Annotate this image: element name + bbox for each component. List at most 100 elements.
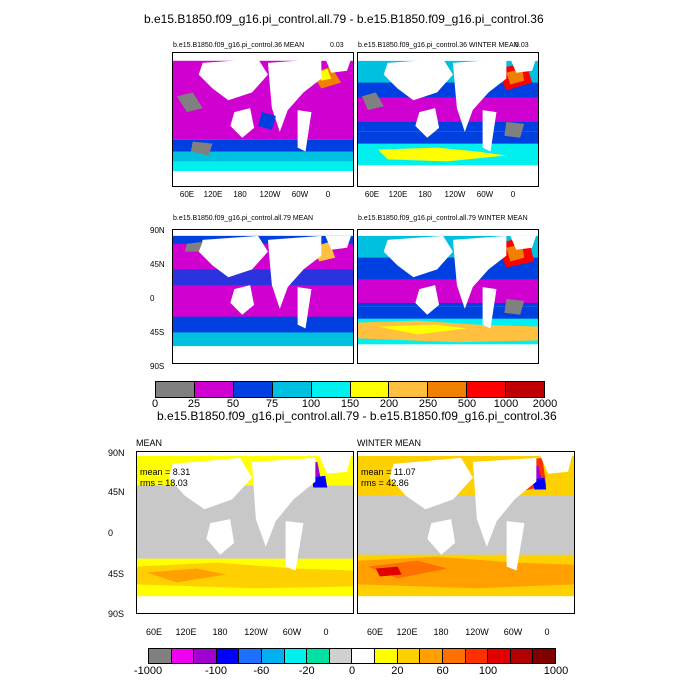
colorbar-tick-label: -100 — [204, 665, 228, 677]
colorbar-swatch — [420, 649, 443, 663]
colorbar-swatch — [465, 649, 489, 663]
colorbar-swatch — [506, 382, 545, 397]
lon-tick-label: 60E — [145, 627, 163, 637]
colorbar-tick-label: 200 — [379, 398, 399, 410]
panel1-map — [172, 52, 354, 187]
colorbar-tick-label: 20 — [391, 665, 404, 677]
lon-tick-label: 180 — [233, 190, 247, 199]
colorbar-swatch — [272, 382, 312, 397]
colorbar-swatch — [311, 382, 351, 397]
panel1-corner: 0.03 — [330, 42, 344, 49]
lon-tick-label: 0 — [325, 190, 331, 199]
lat-tick-label: 90N — [108, 448, 125, 458]
diff-title: b.e15.B1850.f09_g16.pi_control.all.79 - … — [157, 409, 557, 423]
panel2-title: b.e15.B1850.f09_g16.pi_control.36 WINTER… — [358, 42, 519, 49]
colorbar-swatch — [194, 649, 217, 663]
colorbar-tick-label: -20 — [298, 665, 315, 677]
colorbar-swatch — [156, 382, 195, 397]
colorbar-tick-label: 1000 — [543, 665, 569, 677]
panel2-corner: 0.03 — [515, 42, 529, 49]
colorbar-swatch — [216, 649, 240, 663]
colorbar-tick-label: 1000 — [493, 398, 519, 410]
panel2-map — [357, 52, 539, 187]
colorbar-swatch — [397, 649, 421, 663]
colorbar-swatch — [442, 649, 466, 663]
lon-tick-label: 60E — [179, 190, 195, 199]
lon-tick-label: 120W — [244, 627, 268, 637]
lon-tick-label: 0 — [323, 627, 329, 637]
colorbar-tick-label: 100 — [301, 398, 321, 410]
lat-tick-label: 45S — [150, 328, 165, 337]
lon-tick-label: 120W — [259, 190, 281, 199]
lon-tick-label: 60W — [282, 627, 302, 637]
lon-tick-label: 60E — [364, 190, 380, 199]
colorbar-tick-label: 50 — [226, 398, 240, 410]
colorbar-swatch — [533, 649, 555, 663]
colorbar-tick-label: -1000 — [133, 665, 163, 677]
colorbar-tick-label: 2000 — [532, 398, 558, 410]
colorbar-swatch — [389, 382, 429, 397]
colorbar-tick-label: 100 — [478, 665, 498, 677]
colorbar-tick-label: 25 — [187, 398, 201, 410]
lat-tick-label: 45S — [108, 569, 125, 579]
lon-tick-label: 120E — [175, 627, 197, 637]
diff2-map — [357, 451, 575, 614]
colorbar-swatch — [488, 649, 511, 663]
diff2-title: WINTER MEAN — [357, 438, 421, 448]
panel3-title: b.e15.B1850.f09_g16.pi_control.all.79 ME… — [173, 215, 314, 222]
lon-tick-label: 120W — [465, 627, 489, 637]
colorbar-swatch — [149, 649, 172, 663]
lon-tick-label: 180 — [212, 627, 228, 637]
colorbar-tick-label: 75 — [265, 398, 279, 410]
colorbar-swatch — [352, 649, 376, 663]
diff2-rms: rms = 42.86 — [361, 478, 409, 488]
colorbar-swatch — [284, 649, 308, 663]
colorbar-tick-label: 0 — [348, 665, 356, 677]
top-colorbar — [155, 381, 545, 398]
colorbar-swatch — [375, 649, 398, 663]
lon-tick-label: 60W — [291, 190, 309, 199]
lon-tick-label: 60W — [503, 627, 523, 637]
lon-tick-label: 180 — [418, 190, 432, 199]
colorbar-tick-label: -60 — [253, 665, 270, 677]
lon-tick-label: 60E — [366, 627, 384, 637]
colorbar-swatch — [350, 382, 390, 397]
lon-tick-label: 120E — [388, 190, 408, 199]
colorbar-swatch — [467, 382, 507, 397]
lat-tick-label: 45N — [108, 487, 125, 497]
colorbar-swatch — [233, 382, 273, 397]
bottom-colorbar — [148, 648, 556, 664]
panel1-title: b.e15.B1850.f09_g16.pi_control.36 MEAN — [173, 42, 305, 49]
panel4-title: b.e15.B1850.f09_g16.pi_control.all.79 WI… — [358, 215, 528, 222]
colorbar-swatch — [239, 649, 263, 663]
diff2-mean: mean = 11.07 — [361, 467, 416, 477]
lat-tick-label: 90S — [108, 609, 125, 619]
lat-tick-label: 90N — [150, 226, 165, 235]
colorbar-swatch — [171, 649, 195, 663]
lon-tick-label: 120E — [396, 627, 418, 637]
panel3-map — [172, 229, 354, 364]
lat-tick-label: 90S — [150, 362, 165, 371]
colorbar-tick-label: 500 — [457, 398, 477, 410]
colorbar-tick-label: 150 — [340, 398, 360, 410]
colorbar-swatch — [307, 649, 330, 663]
diff1-map — [136, 451, 354, 614]
lon-tick-label: 120W — [444, 190, 466, 199]
colorbar-tick-label: 250 — [418, 398, 438, 410]
colorbar-swatch — [194, 382, 234, 397]
diff1-rms: rms = 18.03 — [140, 478, 188, 488]
lon-tick-label: 180 — [433, 627, 449, 637]
colorbar-tick-label: 0 — [151, 398, 159, 410]
lat-tick-label: 0 — [150, 294, 155, 303]
top-title: b.e15.B1850.f09_g16.pi_control.all.79 - … — [144, 12, 544, 26]
lon-tick-label: 0 — [510, 190, 516, 199]
diff1-mean: mean = 8.31 — [140, 467, 191, 477]
colorbar-swatch — [262, 649, 285, 663]
diff1-title: MEAN — [136, 438, 163, 448]
colorbar-tick-label: 60 — [436, 665, 449, 677]
colorbar-swatch — [510, 649, 534, 663]
lat-tick-label: 45N — [150, 260, 165, 269]
lat-tick-label: 0 — [108, 528, 114, 538]
lon-tick-label: 120E — [203, 190, 223, 199]
panel4-map — [357, 229, 539, 364]
